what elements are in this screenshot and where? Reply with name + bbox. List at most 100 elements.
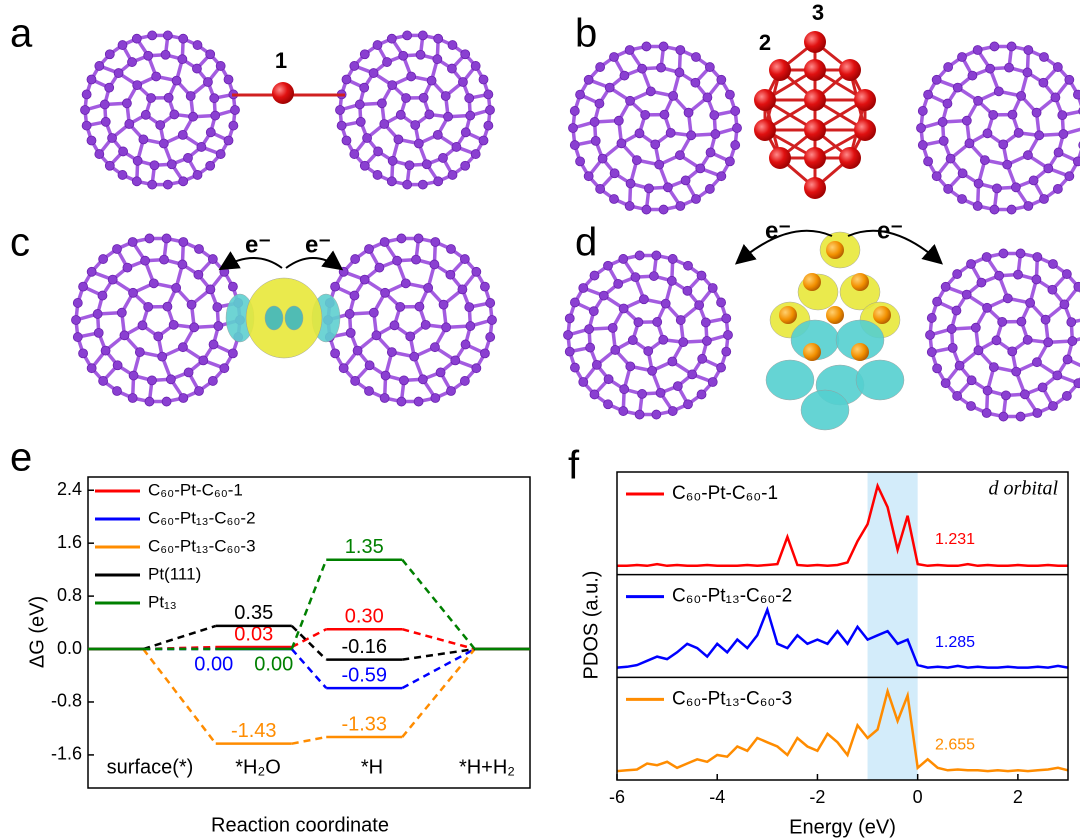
atom [1015, 248, 1026, 259]
atom [667, 406, 678, 416]
atom [982, 128, 993, 139]
atom [97, 290, 108, 301]
atom [584, 324, 594, 334]
atom [113, 68, 124, 78]
atom [1032, 357, 1042, 368]
atom [420, 319, 431, 330]
atom [973, 95, 983, 106]
atom [597, 153, 608, 164]
pdos-line [616, 686, 1069, 773]
atom [1002, 293, 1013, 304]
y-tick-label: -1.6 [51, 744, 82, 764]
atom [931, 171, 942, 182]
atom [633, 317, 644, 328]
pt-atom [839, 59, 861, 81]
atom [1016, 316, 1027, 327]
atom [1006, 204, 1017, 215]
x-tick-label: -6 [609, 787, 625, 807]
atom [637, 389, 647, 399]
category-label: *H₂O [235, 756, 281, 778]
electron-label: e⁻ [765, 217, 791, 244]
pt-atom [272, 82, 294, 104]
atom [1058, 129, 1069, 139]
atom [146, 93, 156, 103]
atom [925, 330, 935, 340]
atom [440, 91, 451, 101]
atom [401, 93, 411, 103]
atom [368, 68, 379, 78]
atom [447, 170, 458, 180]
atom [86, 266, 97, 277]
atom [107, 133, 117, 143]
atom [678, 337, 689, 348]
atom [402, 179, 413, 190]
atom [687, 369, 698, 380]
atom [387, 80, 398, 91]
legend-label: C₆₀-Pt₁₃-C₆₀-2 [148, 508, 256, 527]
atom [485, 298, 496, 308]
pt-atom [851, 343, 869, 361]
legend-label: C₆₀-Pt-C₆₀-1 [148, 480, 243, 499]
atom [651, 250, 662, 261]
atom [131, 33, 142, 44]
atom [372, 170, 383, 180]
atom [916, 123, 926, 133]
atom [207, 254, 218, 264]
plot-frame [87, 476, 531, 789]
atom [1062, 354, 1073, 365]
atom [1007, 109, 1018, 120]
atom [1023, 201, 1034, 211]
atom [470, 61, 481, 71]
atom [379, 393, 390, 403]
atom [961, 115, 972, 126]
atom [134, 347, 145, 358]
atom [998, 248, 1009, 259]
atom [603, 260, 613, 271]
pt-atom [804, 177, 826, 199]
panel-label: c [10, 221, 30, 265]
atom [680, 175, 691, 186]
panel-label: b [575, 12, 597, 56]
atom [399, 375, 409, 386]
atom [371, 330, 382, 341]
atom [208, 339, 219, 350]
atom [465, 110, 476, 121]
value-label: 0.30 [345, 605, 384, 627]
atom [683, 260, 693, 271]
x-tick-label: 0 [913, 787, 923, 807]
atom [198, 355, 209, 366]
atom [1039, 194, 1049, 204]
atom [418, 92, 429, 103]
atom [961, 289, 972, 300]
fullerene [916, 41, 1080, 215]
atom [644, 183, 654, 194]
isosurface [765, 359, 815, 401]
atom [1061, 391, 1072, 401]
atom [923, 89, 933, 100]
atom [994, 270, 1005, 281]
atom [177, 129, 188, 140]
atom [122, 98, 132, 109]
atom [207, 376, 218, 386]
atom [702, 336, 712, 346]
atom [667, 254, 678, 264]
atom [1031, 274, 1042, 285]
atom [589, 270, 600, 281]
atom [382, 57, 392, 67]
atom [364, 386, 374, 396]
atom [160, 49, 171, 60]
atom [691, 52, 701, 62]
atom [395, 301, 406, 312]
atom [86, 363, 97, 374]
atom [414, 301, 425, 312]
atom [209, 93, 220, 104]
atom [118, 146, 128, 157]
atom [177, 259, 188, 270]
atom [228, 348, 238, 359]
atom [595, 184, 606, 194]
atom [1016, 90, 1027, 101]
atom [219, 363, 230, 374]
atom [656, 62, 666, 73]
electron-label: e⁻ [245, 231, 271, 258]
atom [364, 244, 374, 254]
